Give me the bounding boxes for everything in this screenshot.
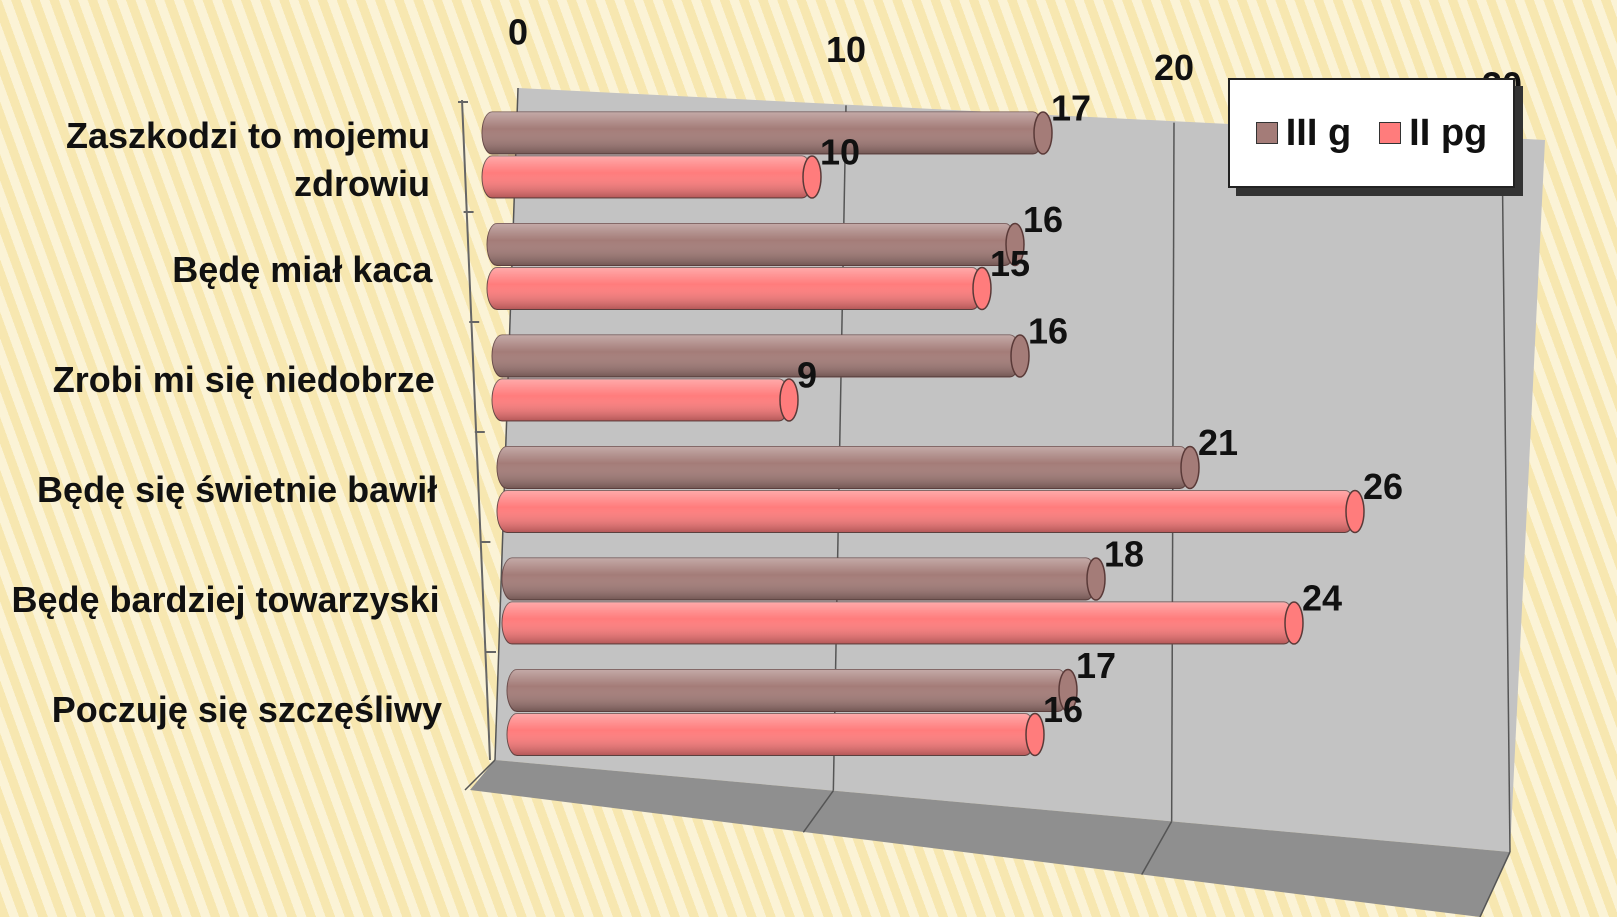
floor-line — [464, 759, 496, 791]
value-label: 17 — [1051, 88, 1091, 129]
bar-cap — [972, 266, 992, 311]
bar-shade — [492, 335, 1020, 377]
category-label: Będę miał kaca — [172, 249, 433, 290]
value-label: 15 — [990, 243, 1030, 284]
category-label: Będę się świetnie bawił — [37, 469, 438, 510]
category-label: Będę bardziej towarzyski — [11, 579, 440, 620]
category-label: Poczuję się szczęśliwy — [51, 689, 442, 730]
x-tick-label: 0 — [508, 12, 528, 53]
bar-cap — [779, 378, 799, 422]
legend-item: II pg — [1379, 112, 1487, 155]
bar-cap — [1025, 712, 1045, 757]
legend-swatch — [1379, 122, 1402, 144]
bar-shade — [507, 713, 1035, 756]
bar-shade — [482, 112, 1043, 154]
value-label: 16 — [1023, 199, 1063, 240]
value-label: 21 — [1198, 422, 1238, 463]
value-label: 26 — [1363, 466, 1403, 507]
value-label: 9 — [797, 355, 817, 396]
bar-shade — [487, 223, 1015, 266]
bar-shade — [502, 558, 1096, 600]
value-label: 18 — [1104, 534, 1144, 575]
plot-floor — [470, 760, 1510, 917]
bar-cap — [1180, 445, 1200, 490]
grid-line — [494, 87, 519, 761]
value-label: 17 — [1076, 645, 1116, 686]
legend-swatch — [1255, 122, 1278, 144]
category-label: Zaszkodzi to mojemu zdrowiu — [65, 115, 430, 204]
bar-shade — [502, 602, 1294, 644]
bar-shade — [497, 446, 1190, 489]
bar-shade — [492, 379, 789, 421]
bar-cap — [802, 155, 822, 199]
legend-label: II pg — [1409, 111, 1488, 154]
bar-shade — [482, 156, 812, 198]
value-label: 10 — [820, 132, 860, 173]
category-label: Zrobi mi się niedobrze — [52, 359, 435, 400]
bar-cap — [1005, 222, 1025, 267]
bar-cap — [1284, 601, 1304, 645]
legend-item: III g — [1255, 111, 1352, 155]
bar-cap — [1058, 668, 1078, 713]
x-tick-label: 20 — [1154, 47, 1194, 88]
x-tick-label: 10 — [826, 29, 866, 70]
bar-cap — [1086, 557, 1106, 601]
bar-shade — [497, 490, 1355, 533]
floor-line — [1479, 851, 1511, 917]
floor-line — [802, 790, 834, 833]
bar-cap — [1033, 111, 1053, 155]
y-axis-line — [461, 99, 491, 761]
value-label: 24 — [1302, 578, 1342, 619]
value-label: 16 — [1028, 311, 1068, 352]
bar-cap — [1345, 489, 1365, 534]
value-label: 16 — [1043, 689, 1083, 730]
legend-label: III g — [1285, 111, 1352, 154]
bar-shade — [507, 669, 1068, 712]
bar-cap — [1010, 334, 1030, 378]
bar-shade — [487, 267, 982, 310]
legend: III g II pg — [1228, 78, 1515, 188]
grid-line — [1501, 139, 1511, 853]
floor-line — [1141, 820, 1173, 876]
